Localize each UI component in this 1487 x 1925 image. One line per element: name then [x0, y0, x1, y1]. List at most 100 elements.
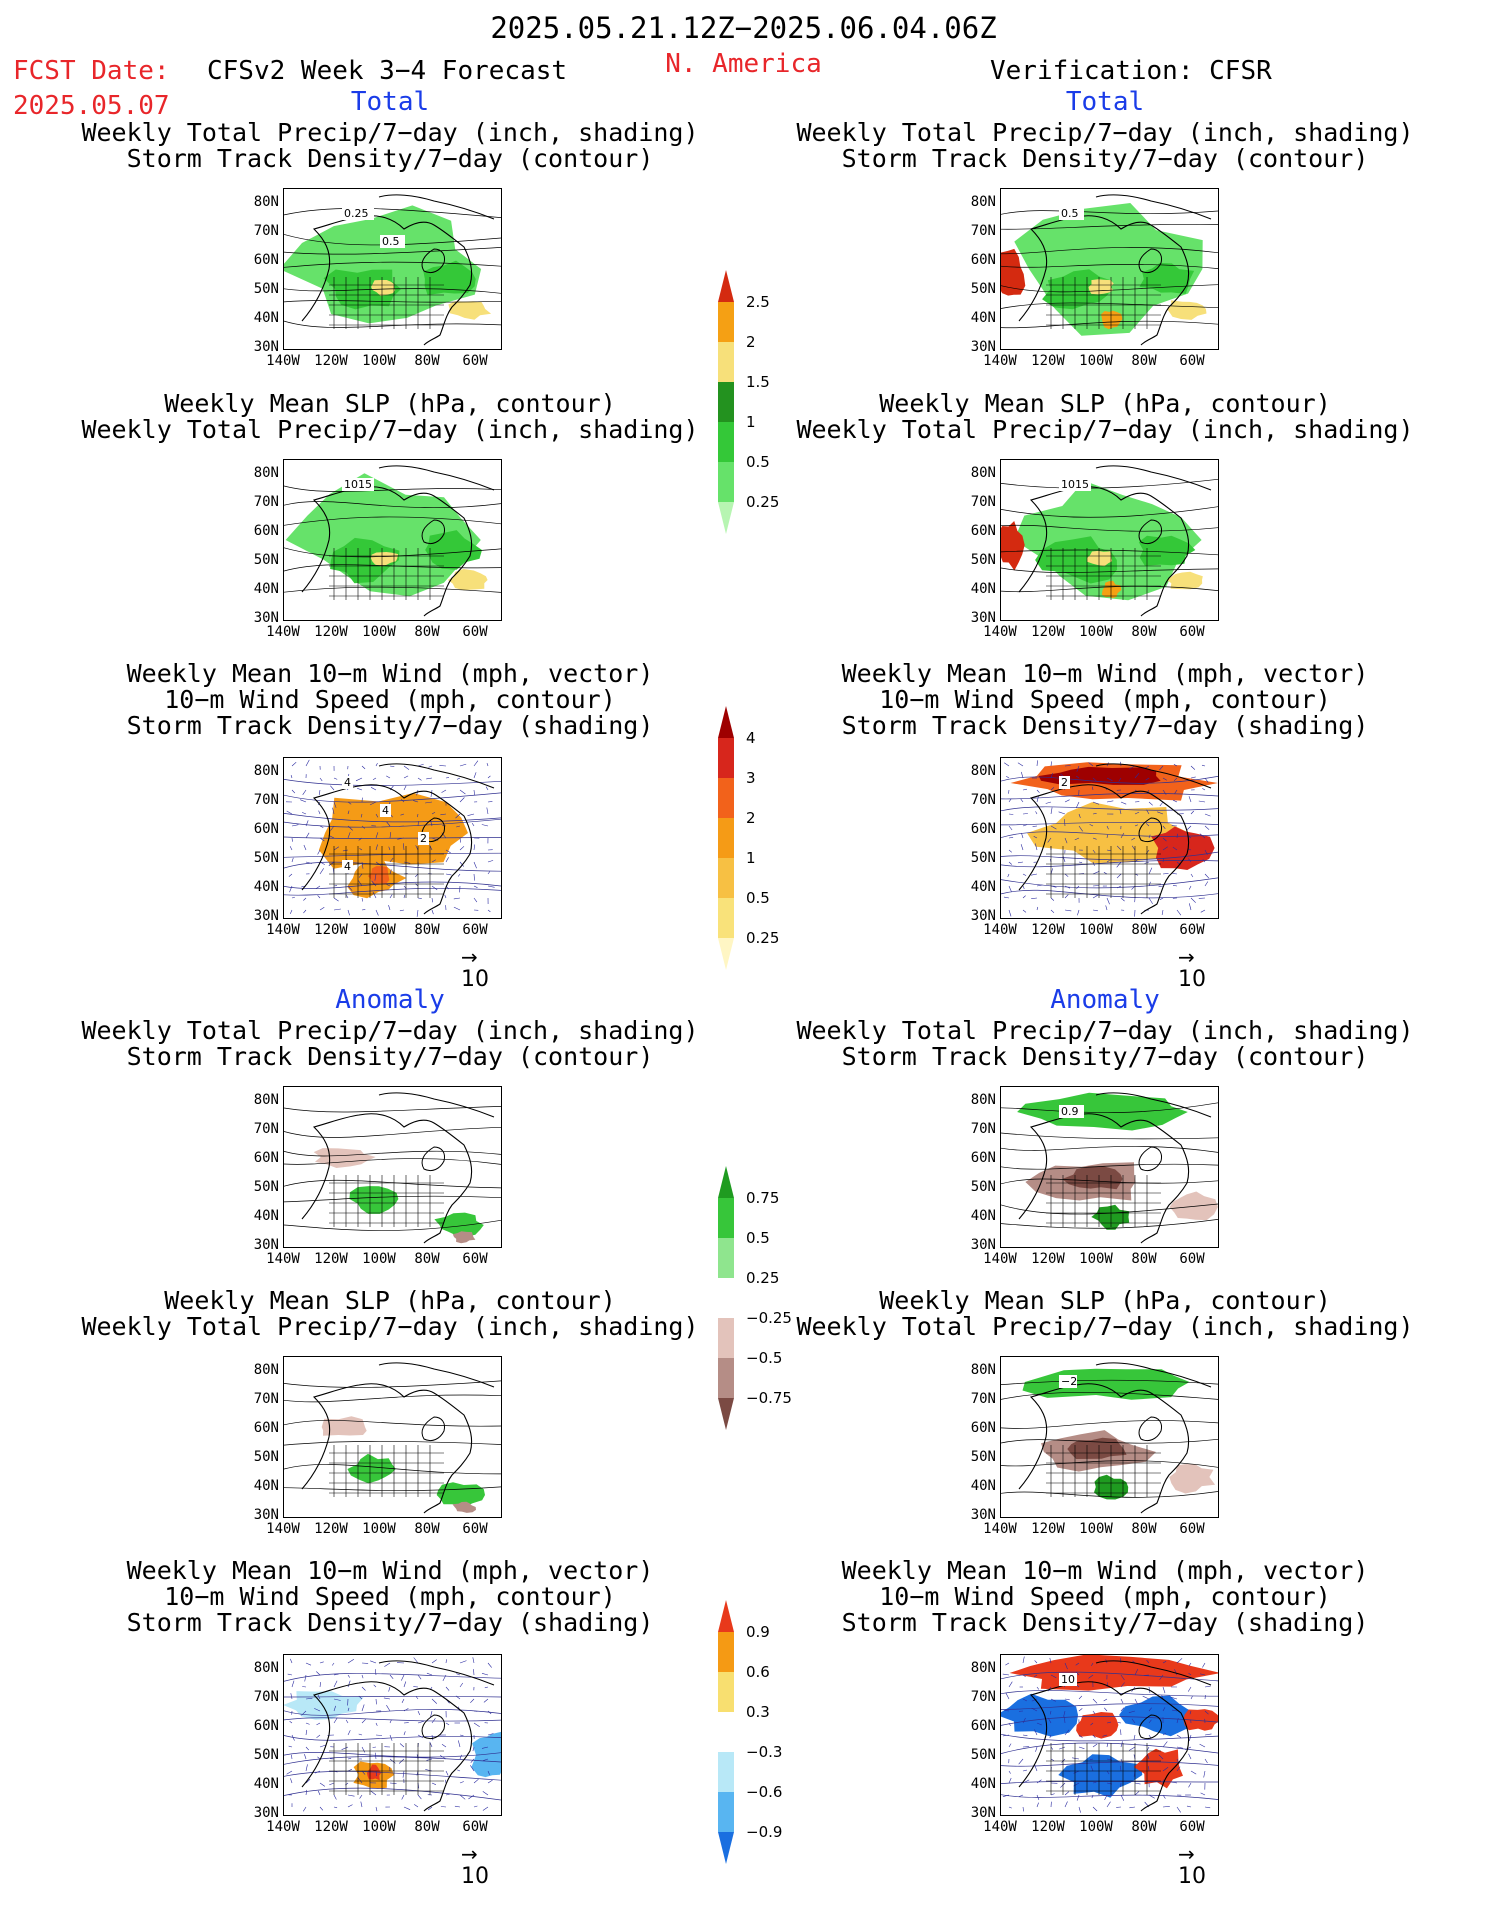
storm-shading [1076, 1712, 1119, 1739]
longitude-label: 80W [414, 1521, 440, 1537]
contour-label: 0.9 [1061, 1105, 1079, 1118]
colorbar-label: −0.9 [746, 1823, 783, 1841]
latitude-label: 30N [253, 1237, 279, 1253]
hudson-bay-outline [1138, 1146, 1162, 1172]
colorbar-label: 2.5 [746, 293, 770, 311]
contour-label-box [1059, 478, 1091, 491]
colorbar-label: 0.25 [746, 929, 780, 947]
longitude-label: 60W [462, 624, 488, 640]
arctic-coastline [378, 1660, 495, 1686]
latitude-label: 40N [970, 1208, 996, 1224]
latitude-label: 30N [970, 1507, 996, 1523]
latitude-label: 40N [253, 581, 279, 597]
longitude-label: 140W [983, 1251, 1017, 1267]
precip-shading [434, 1212, 484, 1237]
contour-label: −2 [1061, 1375, 1077, 1388]
colorbar-label: 0.5 [746, 889, 770, 907]
panel-title-line: Weekly Mean 10−m Wind (mph, vector) [841, 659, 1369, 688]
colorbar-label: 1.5 [746, 373, 770, 391]
colorbar-label: 2 [746, 333, 756, 351]
map-frame: 1015 [1000, 459, 1219, 621]
latitude-label: 30N [253, 1805, 279, 1821]
latitude-label: 80N [970, 1660, 996, 1676]
hudson-bay-outline [1138, 519, 1162, 545]
colorbar-precip_total [718, 270, 734, 534]
model-title: CFSv2 Week 3−4 Forecast [207, 56, 568, 86]
longitude-label: 80W [1131, 624, 1157, 640]
longitude-label: 60W [1179, 1819, 1205, 1835]
contour-label-box [380, 804, 391, 817]
wind-vectors [1003, 760, 1211, 917]
vector-reference-value: 10 [461, 1864, 489, 1889]
longitude-label: 100W [1079, 624, 1113, 640]
arctic-coastline [1095, 763, 1212, 789]
latitude-label: 70N [970, 1391, 996, 1407]
storm-shading [367, 1764, 382, 1781]
region-title: N. America [665, 49, 822, 79]
precip-shading [1035, 536, 1118, 584]
state-borders [1046, 846, 1161, 898]
vector-reference: → 10 [461, 1844, 489, 1889]
longitude-label: 100W [362, 624, 396, 640]
latitude-label: 70N [970, 792, 996, 808]
vector-reference-value: 10 [1178, 1864, 1206, 1889]
state-borders [1046, 548, 1161, 600]
precip-shading [1087, 550, 1113, 567]
colorbar-label: −0.6 [746, 1783, 783, 1801]
latitude-label: 60N [253, 523, 279, 539]
panel-title-line: Storm Track Density/7−day (shading) [126, 1608, 654, 1637]
colorbar-label: 0.3 [746, 1703, 770, 1721]
arctic-coastline [1095, 1092, 1212, 1118]
latitude-label: 70N [253, 1121, 279, 1137]
precip-shading [1067, 1437, 1127, 1459]
longitude-label: 140W [983, 922, 1017, 938]
contour-label-box [380, 235, 405, 248]
panel-title-line: Weekly Total Precip/7−day (inch, shading… [796, 1016, 1414, 1045]
panel-title-line: Weekly Mean 10−m Wind (mph, vector) [126, 1556, 654, 1585]
contour-label: 0.25 [344, 207, 369, 220]
latitude-label: 60N [253, 1420, 279, 1436]
arctic-coastline [378, 763, 495, 789]
contour-label-box [1059, 1673, 1077, 1686]
precip-shading [313, 1148, 376, 1168]
longitude-label: 120W [314, 1251, 348, 1267]
colorbar-segment [718, 270, 734, 302]
colorbar-segment [718, 342, 734, 382]
precip-shading [347, 1453, 396, 1484]
contour-label: 4 [344, 860, 351, 873]
latitude-label: 40N [253, 1776, 279, 1792]
longitude-label: 100W [362, 1819, 396, 1835]
colorbar-segment [718, 1398, 734, 1430]
latitude-label: 30N [970, 1805, 996, 1821]
vector-reference: → 10 [461, 947, 489, 992]
longitude-label: 120W [314, 1521, 348, 1537]
latitude-label: 50N [970, 281, 996, 297]
state-borders [329, 1445, 444, 1497]
colorbar-label: 0.5 [746, 453, 770, 471]
colorbar-segment [718, 1832, 734, 1864]
hudson-bay-outline [1138, 248, 1162, 274]
contour-label-box [418, 832, 429, 845]
latitude-label: 70N [253, 1689, 279, 1705]
storm-shading [318, 793, 468, 869]
panel-title-line: Weekly Mean 10−m Wind (mph, vector) [126, 659, 654, 688]
state-borders [1046, 1445, 1161, 1497]
state-borders [1046, 277, 1161, 329]
longitude-label: 60W [1179, 353, 1205, 369]
colorbar-label: 0.6 [746, 1663, 770, 1681]
colorbar-segment [718, 1278, 734, 1318]
latitude-label: 80N [970, 763, 996, 779]
panel-title-line: 10−m Wind Speed (mph, contour) [879, 1582, 1331, 1611]
precip-shading [423, 260, 476, 296]
longitude-label: 60W [1179, 1251, 1205, 1267]
latitude-label: 80N [253, 194, 279, 210]
arctic-coastline [378, 1362, 495, 1388]
panel-title-line: Weekly Mean 10−m Wind (mph, vector) [841, 1556, 1369, 1585]
precip-shading [1001, 521, 1025, 571]
colorbar-segment [718, 1672, 734, 1712]
vector-reference-value: 10 [461, 967, 489, 992]
coastline [301, 215, 473, 346]
colorbar-storm_anom [718, 1600, 734, 1864]
longitude-label: 80W [1131, 1819, 1157, 1835]
vector-reference-arrow-icon: → [461, 945, 478, 969]
